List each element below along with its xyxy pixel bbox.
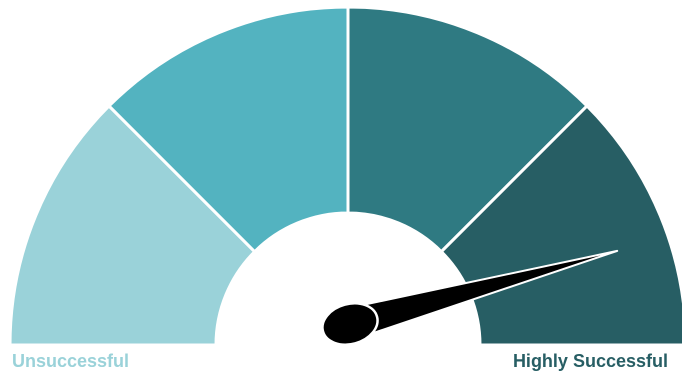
min-label: Unsuccessful — [12, 351, 130, 371]
gauge-segments — [8, 5, 682, 347]
segment-3 — [346, 5, 590, 254]
segment-2 — [106, 5, 350, 254]
max-label: Highly Successful — [512, 351, 668, 371]
segment-1 — [8, 103, 257, 347]
needle-hub — [321, 302, 379, 346]
gauge-needle — [321, 249, 619, 346]
